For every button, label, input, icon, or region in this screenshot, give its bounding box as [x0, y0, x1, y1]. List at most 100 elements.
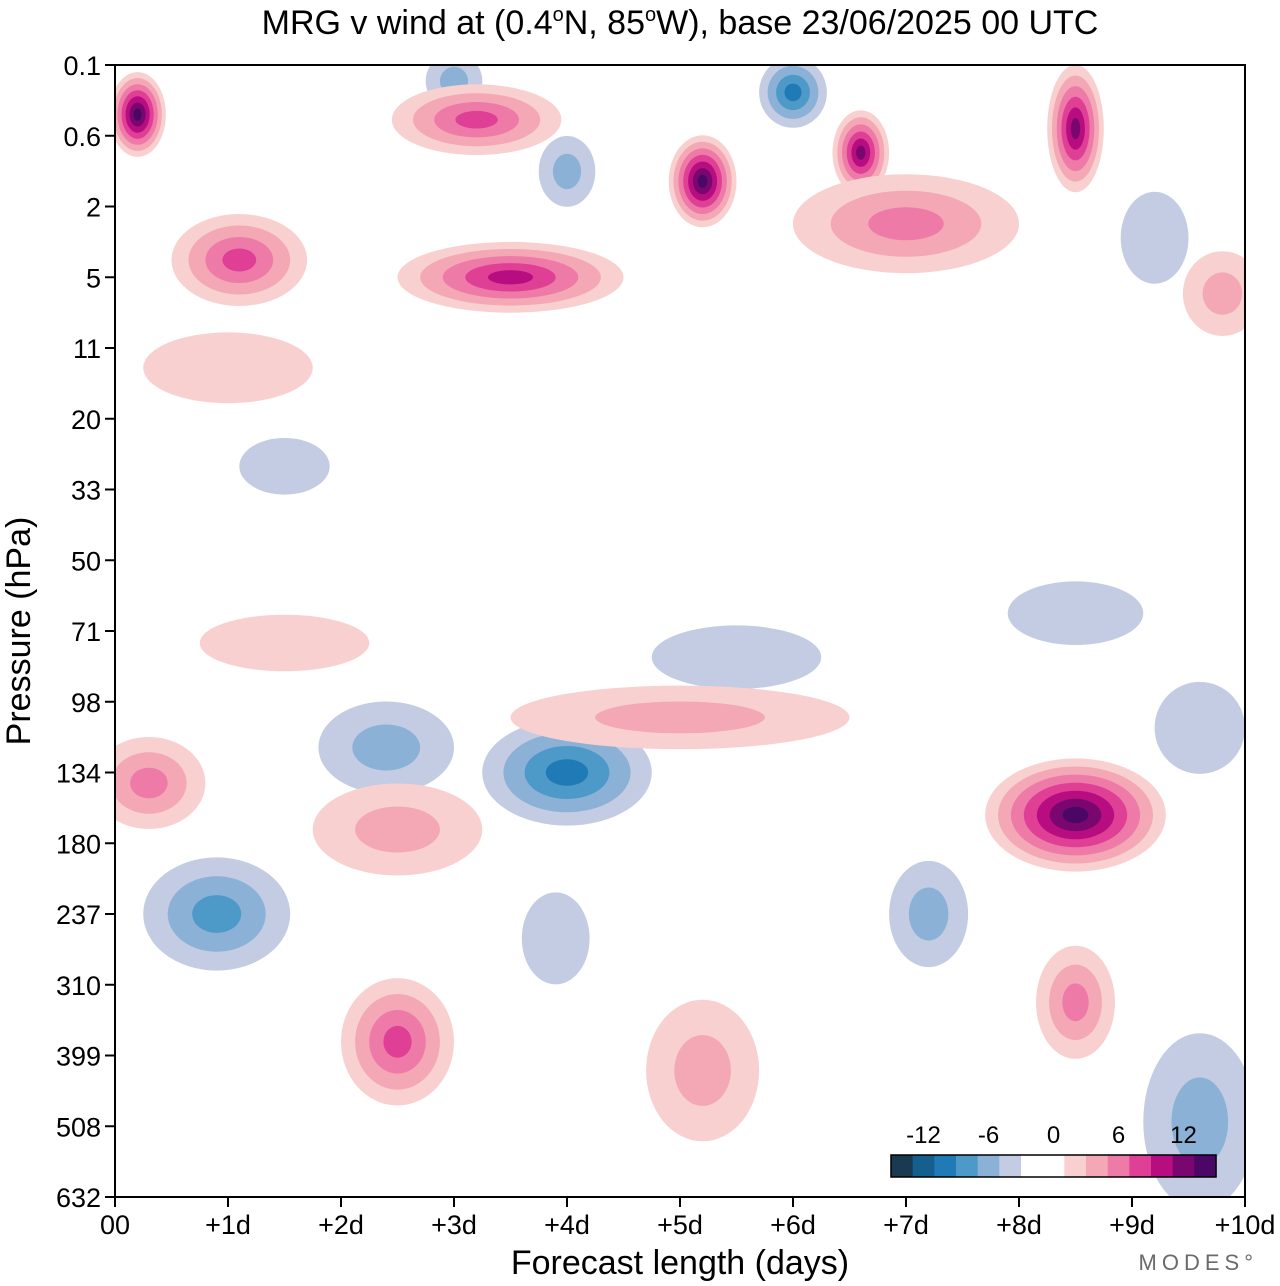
y-tick-label: 33 [71, 476, 101, 506]
colorbar-swatch [1107, 1155, 1130, 1177]
contour-band [192, 895, 242, 933]
contour-band [455, 110, 498, 129]
contour-band [130, 767, 168, 799]
contour-band [697, 174, 708, 188]
y-tick-label: 237 [56, 900, 101, 930]
contour-feature-25 [1047, 65, 1104, 193]
contour-band [595, 701, 765, 734]
contour-feature-20 [510, 685, 850, 750]
contour-feature-29 [793, 174, 1019, 274]
x-tick-label: +10d [1215, 1210, 1276, 1240]
x-axis-label: Forecast length (days) [511, 1244, 849, 1282]
contour-band [222, 248, 257, 272]
y-tick-label: 20 [71, 405, 101, 435]
colorbar-label: 6 [1112, 1122, 1125, 1149]
contour-band [651, 625, 822, 689]
chart-title: MRG v wind at (0.4oN, 85oW), base 23/06/… [262, 4, 1099, 42]
y-tick-label: 0.6 [63, 122, 101, 152]
contour-feature-17 [646, 999, 760, 1142]
colorbar-swatch [912, 1155, 935, 1177]
contour-feature-16 [341, 978, 454, 1106]
contour-band [1202, 272, 1243, 315]
x-tick-label: +2d [318, 1210, 364, 1240]
contour-band [1062, 806, 1089, 824]
contour-feature-10 [538, 136, 596, 207]
y-tick-label: 11 [73, 334, 101, 364]
contour-feature-30 [1182, 251, 1245, 336]
contour-band [1154, 681, 1245, 774]
y-tick-label: 180 [56, 829, 101, 859]
contour-fields [115, 65, 1245, 1197]
colorbar-label: 0 [1047, 1122, 1060, 1149]
contour-feature-13 [239, 438, 330, 495]
y-tick-label: 5 [86, 263, 101, 293]
y-axis-label: Pressure (hPa) [0, 517, 38, 746]
contour-feature-22 [115, 72, 166, 157]
contour-band [674, 1035, 731, 1106]
colorbar-swatch [1172, 1155, 1195, 1177]
contour-feature-0 [143, 857, 291, 971]
contour-feature-3 [889, 860, 969, 968]
colorbar-swatch [1151, 1155, 1174, 1177]
contour-band [1120, 191, 1189, 284]
colorbar-frame [890, 1154, 1217, 1178]
contour-feature-2 [318, 701, 455, 794]
modes-watermark: MODES° [1138, 1250, 1258, 1275]
colorbar-swatch [1194, 1155, 1217, 1177]
y-tick-label: 508 [56, 1112, 101, 1142]
contour-band [545, 759, 589, 786]
contour-feature-9 [759, 65, 827, 128]
colorbar-swatch [1086, 1155, 1109, 1177]
contour-feature-24 [832, 110, 890, 196]
contour-band [784, 83, 802, 102]
x-tick-label: +9d [1109, 1210, 1155, 1240]
contour-feature-19 [312, 783, 483, 876]
colorbar-swatch [977, 1155, 1000, 1177]
contour-feature-8 [1007, 581, 1144, 645]
contour-band [133, 108, 142, 121]
contour-band [868, 207, 944, 241]
y-tick-label: 50 [71, 546, 101, 576]
x-tick-label: +5d [657, 1210, 703, 1240]
contour-feature-31 [143, 332, 313, 404]
y-tick-label: 71 [71, 617, 101, 647]
contour-band [908, 887, 949, 941]
contour-feature-11 [1120, 191, 1189, 284]
contour-feature-28 [391, 84, 562, 156]
y-tick-label: 632 [56, 1183, 101, 1213]
contour-feature-4 [521, 892, 590, 985]
colorbar-label: -6 [978, 1122, 999, 1149]
x-tick-label: +6d [770, 1210, 816, 1240]
x-tick-label: +3d [431, 1210, 477, 1240]
contour-feature-23 [668, 135, 737, 228]
colorbar-swatch [1064, 1155, 1087, 1177]
contour-band [856, 145, 866, 160]
contour-feature-6 [651, 625, 822, 689]
contour-band [239, 438, 330, 495]
contour-band [1171, 1077, 1229, 1166]
contour-feature-18 [115, 737, 206, 829]
contour-feature-27 [171, 214, 308, 306]
colorbar-label: 12 [1170, 1122, 1197, 1149]
contour-feature-26 [397, 241, 624, 313]
colorbar-label: -12 [906, 1122, 941, 1149]
x-tick-label: +4d [544, 1210, 590, 1240]
contour-band [143, 332, 313, 404]
contour-feature-7 [1154, 681, 1245, 774]
contour-feature-14 [985, 758, 1166, 872]
contour-band [352, 724, 421, 771]
colorbar: -12 -6 0 6 12 [890, 1122, 1217, 1178]
x-axis: 00 +1d +2d +3d +4d +5d +6d +7d +8d +9d +10d [100, 1197, 1275, 1240]
contour-band [521, 892, 590, 985]
y-axis: 0.1 0.6 2 5 11 20 33 50 71 98 134 180 237 310 399 508 63… [56, 51, 115, 1213]
colorbar-swatch [1021, 1155, 1044, 1177]
contour-band [355, 806, 440, 853]
contour-band [1007, 581, 1144, 645]
contour-band [1070, 118, 1081, 140]
contour-band [487, 270, 534, 285]
plot-area [115, 65, 1245, 1197]
colorbar-swatch [1129, 1155, 1152, 1177]
x-tick-label: 00 [100, 1210, 130, 1240]
y-tick-label: 310 [56, 971, 101, 1001]
